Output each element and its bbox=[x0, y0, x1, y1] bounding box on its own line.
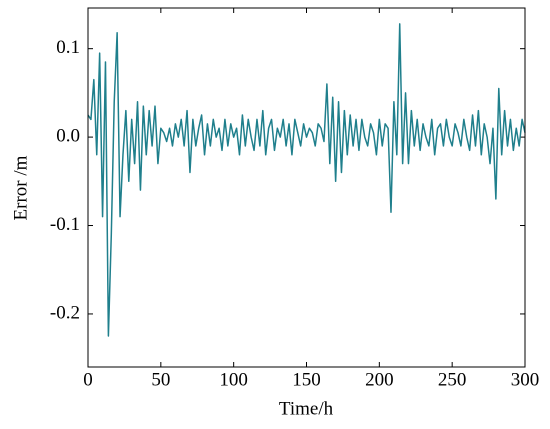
x-axis-label: Time/h bbox=[279, 398, 334, 419]
x-tick-label: 100 bbox=[219, 369, 248, 390]
y-tick-label: -0.1 bbox=[50, 214, 80, 235]
y-tick-label: 0.1 bbox=[56, 37, 80, 58]
x-tick-label: 50 bbox=[151, 369, 170, 390]
x-tick-label: 0 bbox=[83, 369, 93, 390]
x-tick-label: 250 bbox=[438, 369, 467, 390]
y-tick-label: -0.2 bbox=[50, 302, 80, 323]
x-tick-label: 300 bbox=[511, 369, 540, 390]
x-tick-label: 150 bbox=[292, 369, 321, 390]
y-tick-label: 0.0 bbox=[56, 125, 80, 146]
plot-frame bbox=[87, 7, 526, 368]
y-axis-label: Error /m bbox=[10, 155, 31, 220]
x-tick-label: 200 bbox=[365, 369, 394, 390]
line-series bbox=[87, 23, 526, 337]
